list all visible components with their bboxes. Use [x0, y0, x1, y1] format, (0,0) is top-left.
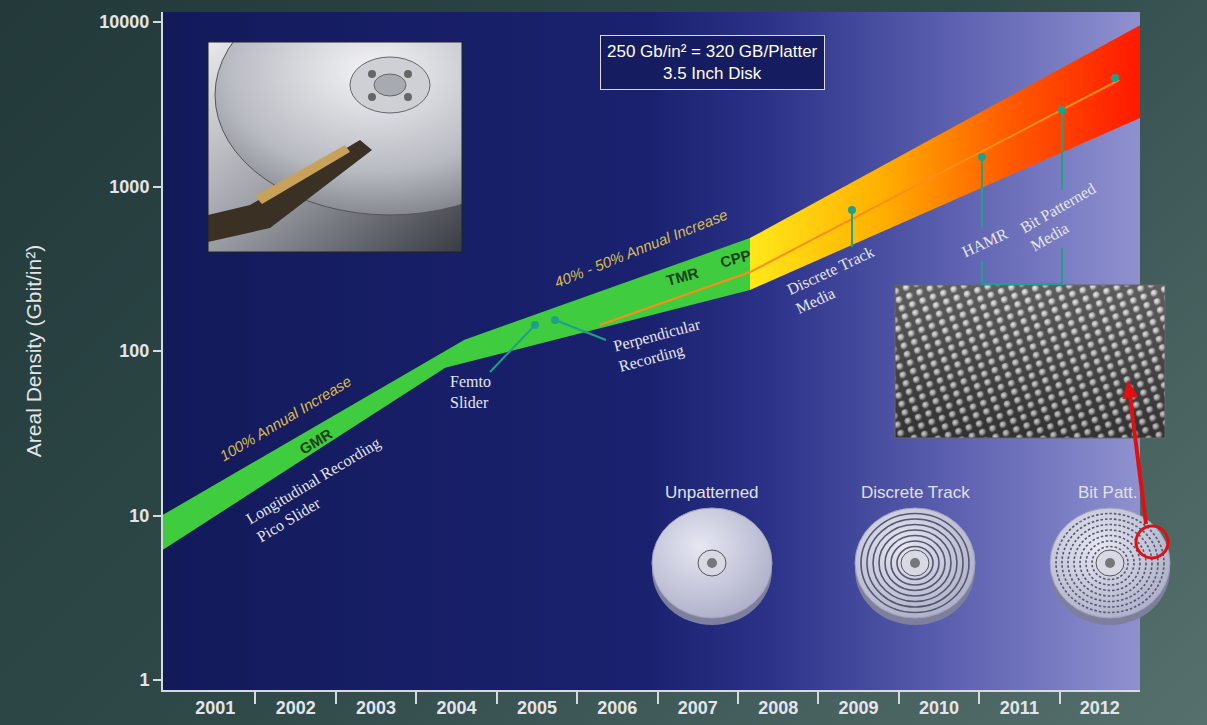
svg-text:2006: 2006	[597, 698, 637, 718]
svg-text:Discrete Track: Discrete Track	[861, 483, 970, 502]
svg-text:2007: 2007	[678, 698, 718, 718]
svg-text:PerpendicularRecording: PerpendicularRecording	[612, 315, 709, 376]
svg-text:40% - 50% Annual Increase: 40% - 50% Annual Increase	[552, 206, 730, 291]
svg-text:2003: 2003	[356, 698, 396, 718]
svg-text:Discrete TrackMedia: Discrete TrackMedia	[784, 243, 885, 317]
svg-text:2011: 2011	[1000, 698, 1039, 718]
svg-text:100: 100	[119, 341, 149, 361]
svg-text:CPP: CPP	[718, 246, 752, 270]
svg-text:2001: 2001	[195, 698, 235, 718]
svg-text:Longitudinal RecordingPico Sli: Longitudinal RecordingPico Slider	[243, 434, 394, 545]
svg-text:GMR: GMR	[296, 425, 335, 458]
svg-text:Areal Density (Gbit/in²): Areal Density (Gbit/in²)	[22, 245, 45, 457]
svg-text:HAMR: HAMR	[959, 225, 1010, 261]
svg-text:2012: 2012	[1080, 698, 1120, 718]
svg-text:10000: 10000	[99, 12, 149, 32]
svg-text:2008: 2008	[758, 698, 798, 718]
svg-text:FemtoSlider: FemtoSlider	[450, 373, 491, 411]
svg-text:2009: 2009	[839, 698, 879, 718]
svg-text:2010: 2010	[919, 698, 959, 718]
svg-text:Unpatterned: Unpatterned	[665, 483, 759, 502]
svg-text:2004: 2004	[436, 698, 476, 718]
svg-text:1: 1	[139, 670, 149, 690]
svg-text:1000: 1000	[109, 177, 149, 197]
svg-text:TMR: TMR	[664, 264, 700, 289]
svg-text:Bit PatternedMedia: Bit PatternedMedia	[1017, 180, 1109, 255]
svg-text:2002: 2002	[276, 698, 316, 718]
svg-text:250 Gb/in² = 320 GB/Platter3.5: 250 Gb/in² = 320 GB/Platter3.5 Inch Disk	[607, 42, 818, 83]
svg-text:100% Annual Increase: 100% Annual Increase	[217, 372, 355, 464]
svg-text:Bit Patt.: Bit Patt.	[1078, 483, 1138, 502]
svg-text:2005: 2005	[517, 698, 557, 718]
svg-text:10: 10	[129, 506, 149, 526]
